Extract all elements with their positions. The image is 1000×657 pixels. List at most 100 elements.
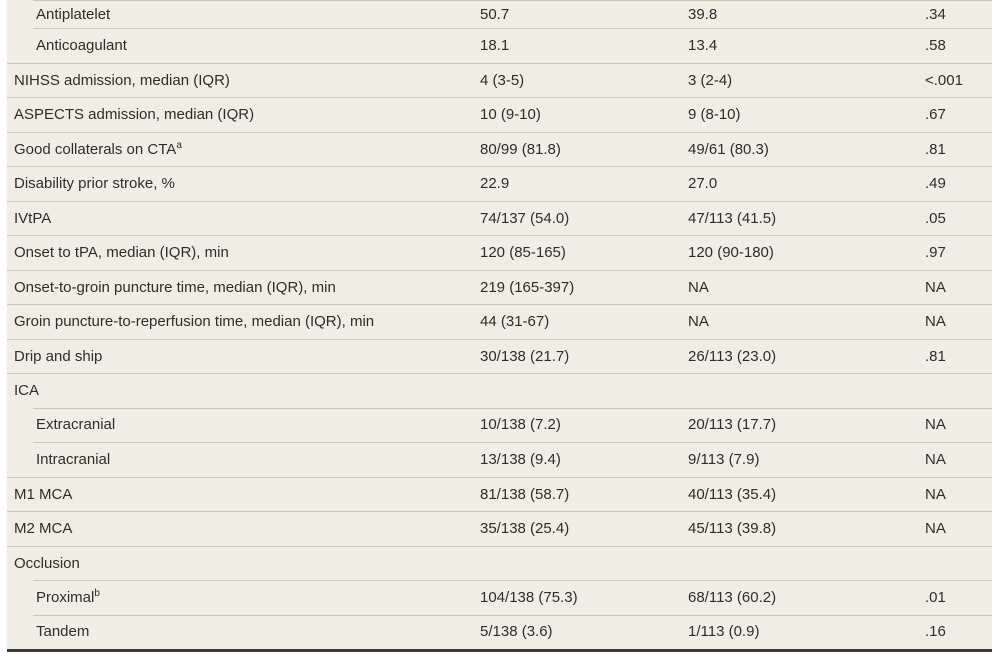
footnote-marker: a [176, 139, 182, 151]
group1-value-cell: 18.1 [480, 36, 510, 54]
p-value-cell: .67 [925, 106, 946, 124]
row-label-text: Extracranial [36, 416, 116, 434]
row-label: Drip and ship [7, 348, 102, 365]
table-row: Antiplatelet 50.7 39.8 .34 [7, 0, 992, 28]
table-row: Intracranial 13/138 (9.4) 9/113 (7.9) NA [7, 442, 992, 477]
group1-value-cell: 74/137 (54.0) [480, 209, 570, 227]
table-row: Good collaterals on CTAa 80/99 (81.8) 49/6… [7, 131, 992, 166]
group2-value-cell: 49/61 (80.3) [688, 140, 769, 158]
group2-value-cell: 40/113 (35.4) [688, 485, 777, 503]
row-label-text: ICA [14, 382, 40, 400]
p-value-cell: <.001 [925, 71, 963, 89]
row-label-text: M2 MCA [14, 520, 73, 538]
p-value-cell: .34 [925, 5, 946, 23]
group1-value-cell: 5/138 (3.6) [480, 623, 553, 641]
p-value-cell: .16 [925, 623, 946, 641]
group2-value-cell: 13.4 [688, 36, 718, 54]
group1-value-cell: 22.9 [480, 175, 510, 193]
row-label-text: ASPECTS admission, median (IQR) [14, 106, 255, 124]
row-label: Extracranial [7, 416, 115, 433]
group1-value-cell: 104/138 (75.3) [480, 588, 578, 606]
group2-value-cell: 45/113 (39.8) [688, 520, 777, 538]
group1-value-cell: 120 (85-165) [480, 244, 566, 262]
p-value-cell: NA [925, 485, 946, 503]
table-row: Anticoagulant 18.1 13.4 .58 [7, 28, 992, 63]
table-row: Groin puncture-to-reperfusion time, medi… [7, 304, 992, 339]
group2-value-cell: 9/113 (7.9) [688, 450, 760, 468]
group1-value-cell: 13/138 (9.4) [480, 450, 561, 468]
row-label-text: Good collaterals on CTA [14, 140, 177, 158]
p-value-cell: .81 [925, 140, 946, 158]
table-row: Onset-to-groin puncture time, median (IQ… [7, 269, 992, 304]
group2-value-cell: 27.0 [688, 175, 718, 193]
row-label: M1 MCA [7, 486, 72, 503]
group2-value-cell: 68/113 (60.2) [688, 588, 777, 606]
p-value-cell: NA [925, 450, 946, 468]
row-label: NIHSS admission, median (IQR) [7, 72, 230, 89]
row-label: Good collaterals on CTAa [7, 139, 182, 158]
table-row: Extracranial 10/138 (7.2) 20/113 (17.7) NA [7, 407, 992, 442]
row-label: M2 MCA [7, 520, 72, 537]
row-label-text: Groin puncture-to-reperfusion time, medi… [14, 313, 375, 331]
baseline-characteristics-table: Antiplatelet 50.7 39.8 .34 Anticoagulant 18.1… [7, 0, 992, 652]
group2-value-cell: 9 (8-10) [688, 106, 741, 124]
group1-value-cell: 30/138 (21.7) [480, 347, 570, 365]
group1-value-cell: 10 (9-10) [480, 106, 541, 124]
group1-value-cell: 50.7 [480, 5, 510, 23]
row-label: Anticoagulant [7, 37, 127, 54]
row-label: Intracranial [7, 451, 110, 468]
table-row: IVtPA 74/137 (54.0) 47/113 (41.5) .05 [7, 200, 992, 235]
row-label-text: Onset-to-groin puncture time, median (IQ… [14, 278, 336, 296]
table-bottom-rule [7, 649, 992, 652]
group1-value-cell: 4 (3-5) [480, 71, 525, 89]
table-row: Proximalb 104/138 (75.3) 68/113 (60.2) .01 [7, 580, 992, 615]
group2-value-cell: 20/113 (17.7) [688, 416, 777, 434]
p-value-cell: NA [925, 416, 946, 434]
row-label-text: Proximal [36, 588, 95, 606]
row-label-text: M1 MCA [14, 485, 73, 503]
group2-value-cell: 39.8 [688, 5, 718, 23]
p-value-cell: NA [925, 278, 946, 296]
footnote-marker: b [94, 587, 100, 599]
row-label-text: NIHSS admission, median (IQR) [14, 71, 230, 89]
row-label: Tandem [7, 623, 89, 640]
row-label-text: Disability prior stroke, % [14, 175, 175, 193]
table-row: Onset to tPA, median (IQR), min 120 (85-1… [7, 235, 992, 270]
p-value-cell: .97 [925, 244, 946, 262]
p-value-cell: NA [925, 313, 946, 331]
table-row: M1 MCA 81/138 (58.7) 40/113 (35.4) NA [7, 476, 992, 511]
row-label-text: Intracranial [36, 450, 111, 468]
table-row: NIHSS admission, median (IQR) 4 (3-5) 3 (2… [7, 62, 992, 97]
group2-value-cell: 3 (2-4) [688, 71, 733, 89]
row-label-text: Anticoagulant [36, 36, 127, 54]
row-label-text: Antiplatelet [36, 5, 111, 23]
group2-value-cell: NA [688, 313, 709, 331]
group2-value-cell: NA [688, 278, 709, 296]
row-label: Disability prior stroke, % [7, 175, 175, 192]
row-label-text: Occlusion [14, 554, 80, 572]
table-row: Tandem 5/138 (3.6) 1/113 (0.9) .16 [7, 614, 992, 649]
group1-value-cell: 35/138 (25.4) [480, 520, 570, 538]
row-label: Onset-to-groin puncture time, median (IQ… [7, 279, 336, 296]
group2-value-cell: 120 (90-180) [688, 244, 774, 262]
p-value-cell: .81 [925, 347, 946, 365]
table-row: ASPECTS admission, median (IQR) 10 (9-10)… [7, 97, 992, 132]
group1-value-cell: 81/138 (58.7) [480, 485, 570, 503]
table-body: Antiplatelet 50.7 39.8 .34 Anticoagulant 18.1… [7, 0, 992, 649]
table-row: Drip and ship 30/138 (21.7) 26/113 (23.0).… [7, 338, 992, 373]
p-value-cell: .05 [925, 209, 946, 227]
row-label: IVtPA [7, 210, 51, 227]
group1-value-cell: 219 (165-397) [480, 278, 575, 296]
group1-value-cell: 80/99 (81.8) [480, 140, 561, 158]
row-label: ASPECTS admission, median (IQR) [7, 106, 254, 123]
row-label: ICA [7, 382, 39, 399]
row-label: Antiplatelet [7, 6, 110, 23]
p-value-cell: NA [925, 520, 946, 538]
table-row: Disability prior stroke, % 22.9 27.0 .49 [7, 166, 992, 201]
p-value-cell: .01 [925, 588, 946, 606]
row-label: Occlusion [7, 555, 80, 572]
group1-value-cell: 44 (31-67) [480, 313, 550, 331]
p-value-cell: .58 [925, 36, 946, 54]
row-label: Groin puncture-to-reperfusion time, medi… [7, 313, 374, 330]
table-row: ICA [7, 373, 992, 408]
